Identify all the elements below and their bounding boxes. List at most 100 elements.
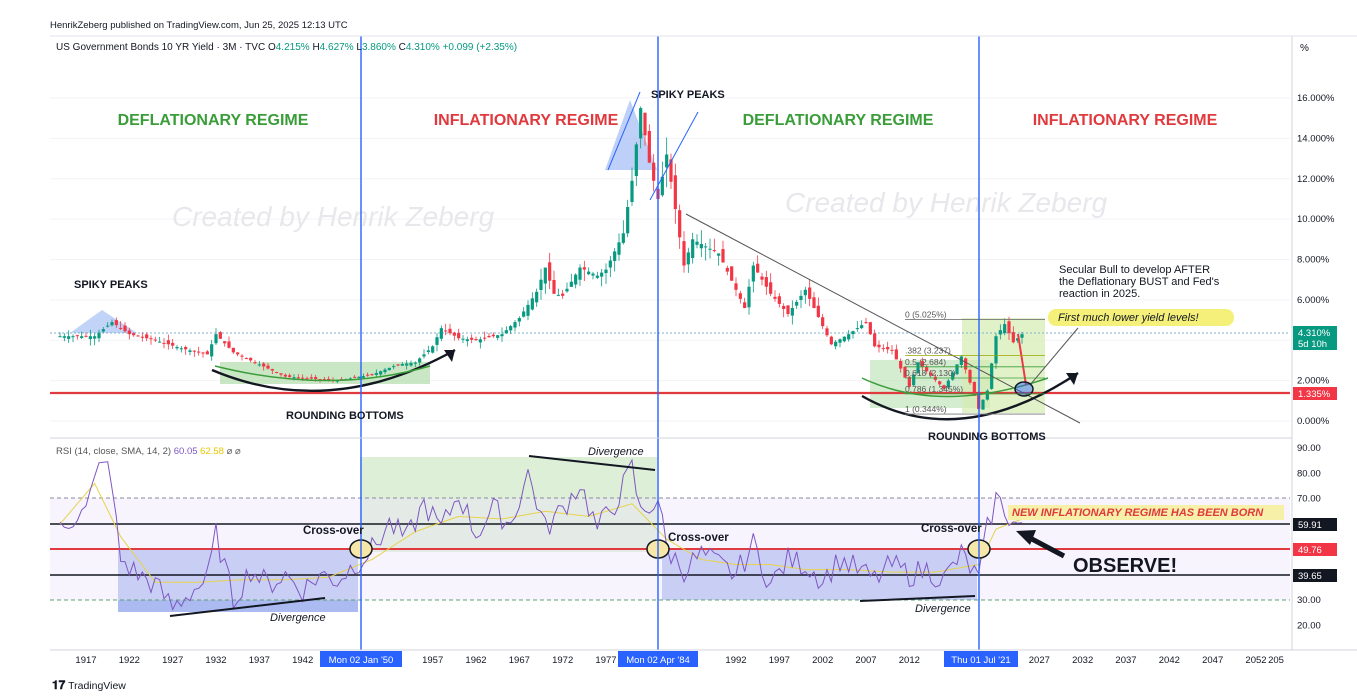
yield-candle [266, 365, 270, 369]
yield-candle [665, 154, 669, 168]
yield-candle [1011, 332, 1015, 343]
yield-candle [383, 369, 387, 373]
yield-candle [205, 351, 209, 355]
yield-candle [119, 328, 123, 330]
yield-candle [552, 280, 556, 294]
price-tick-label: 16.000% [1297, 93, 1335, 104]
yield-candle [448, 328, 452, 334]
yield-candle [795, 301, 799, 306]
yield-candle [704, 246, 708, 248]
time-tick-label: 2032 [1072, 655, 1093, 666]
yield-candles [58, 106, 1024, 411]
yield-candle [647, 130, 651, 163]
yield-candle [288, 375, 292, 377]
time-tick-label: 1997 [769, 655, 790, 666]
yield-candle [630, 180, 634, 202]
yield-candle [721, 249, 725, 263]
yield-candle [240, 355, 244, 357]
rsi-tick-label: 90.00 [1297, 443, 1321, 454]
yield-candle [348, 378, 352, 380]
yield-candle [591, 273, 595, 276]
yield-candle [682, 241, 686, 266]
yield-candle [578, 267, 582, 280]
time-tick-label: 205 [1268, 655, 1284, 666]
yield-candle [708, 248, 712, 250]
yield-candle [1020, 334, 1024, 338]
last-price-tag: 4.310% [1298, 328, 1331, 339]
axis-unit-label: % [1300, 43, 1309, 54]
watermark-left: Created by Henrik Zeberg [172, 201, 495, 232]
observe-label: OBSERVE! [1073, 555, 1177, 577]
rsi-settings-icon[interactable]: ⌀ ⌀ [226, 446, 241, 457]
yield-candle [994, 336, 998, 364]
yield-candle [335, 380, 339, 382]
yield-candle [946, 380, 950, 388]
fib-level-label: .382 (3.237) [905, 346, 951, 356]
symbol-name[interactable]: US Government Bonds 10 YR Yield · 3M · T… [56, 42, 266, 53]
yield-candle [634, 144, 638, 177]
yield-candle [699, 244, 703, 249]
yield-candle [790, 307, 794, 316]
yield-candle [413, 362, 417, 364]
yield-candle [444, 330, 448, 332]
yield-candle [894, 349, 898, 360]
secular-bull-line-3: reaction in 2025. [1059, 288, 1140, 300]
marker-1984: Mon 02 Apr '84 [626, 655, 690, 666]
yield-candle [929, 372, 933, 376]
yield-candle [864, 322, 868, 324]
symbol-legend[interactable]: US Government Bonds 10 YR Yield · 3M · T… [56, 42, 517, 53]
yield-candle [773, 296, 777, 299]
time-tick-label: 1967 [509, 655, 530, 666]
yield-candle [179, 348, 183, 350]
yield-candle [166, 340, 170, 345]
yield-candle [998, 330, 1002, 335]
ohlc-high-label: H [312, 42, 320, 53]
yield-candle [595, 275, 599, 278]
divergence-left: Divergence [270, 612, 326, 624]
yield-candle [301, 377, 305, 379]
yield-candle [925, 366, 929, 372]
yield-candle [175, 346, 179, 349]
yield-candle [474, 339, 478, 341]
fib-level-label: 0 (5.025%) [905, 310, 947, 320]
rsi-label[interactable]: RSI (14, close, SMA, 14, 2) [56, 446, 172, 457]
rsi-legend[interactable]: RSI (14, close, SMA, 14, 2) 60.05 62.58 … [56, 446, 241, 457]
yield-candle [526, 304, 530, 316]
yield-candle [127, 330, 131, 335]
yield-candle [431, 346, 435, 353]
yield-candle [270, 369, 274, 371]
yield-candle [621, 233, 625, 243]
fib-level-label: 1 (0.344%) [905, 404, 947, 414]
yield-candle [873, 333, 877, 347]
yield-candle [673, 175, 677, 210]
regime-label-2: INFLATIONARY REGIME [434, 112, 619, 129]
yield-candle [58, 336, 62, 338]
yield-candle [959, 356, 963, 365]
time-tick-label: 1927 [162, 655, 183, 666]
brand-name: TradingView [68, 680, 126, 692]
yield-candle [604, 269, 608, 274]
yield-candle [478, 339, 482, 343]
tradingview-logo-icon: 𝟏𝟕 [52, 678, 66, 692]
marker-1950: Mon 02 Jan '50 [329, 655, 394, 666]
yield-candle [426, 350, 430, 353]
price-tick-label: 2.000% [1297, 376, 1330, 387]
yield-candle [491, 334, 495, 337]
yield-candle [93, 336, 97, 339]
yield-candle [695, 241, 699, 245]
yield-candle [461, 338, 465, 340]
yield-candle [71, 336, 75, 338]
yield-candle [439, 328, 443, 339]
yield-candle [153, 339, 157, 341]
tradingview-brand[interactable]: 𝟏𝟕 TradingView [52, 678, 126, 693]
yield-candle [409, 362, 413, 366]
yield-candle [504, 330, 508, 334]
rsi-tick-label: 70.00 [1297, 494, 1321, 505]
yield-candle [782, 306, 786, 309]
yield-candle [136, 335, 140, 337]
yield-candle [106, 325, 110, 327]
yield-candle [218, 332, 222, 339]
yield-candle [422, 354, 426, 357]
yield-candle [738, 293, 742, 299]
